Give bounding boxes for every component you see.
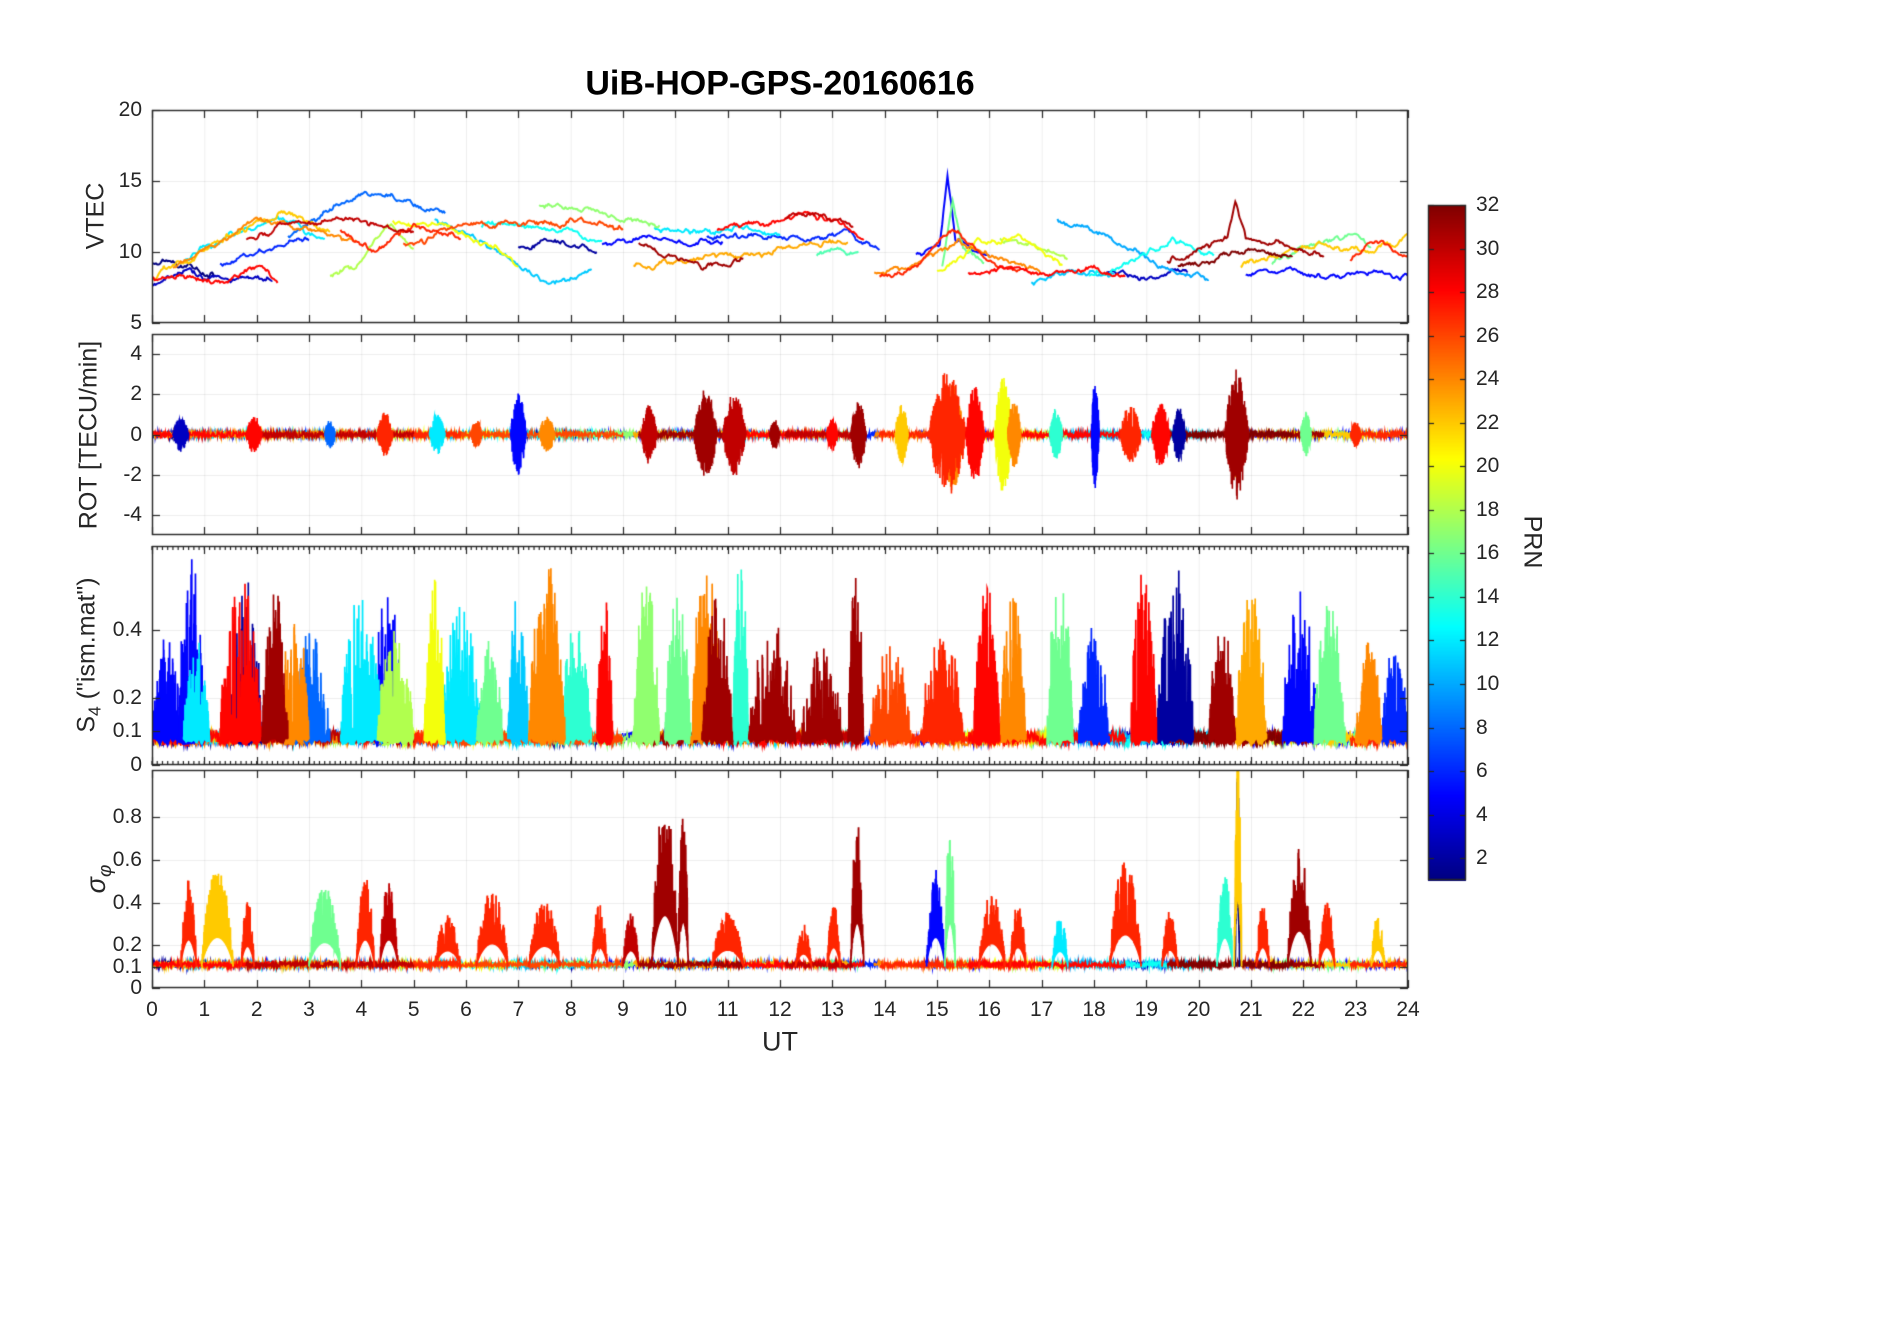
vtec-y-tick-label: 15 (118, 169, 142, 192)
x-tick-label: 10 (663, 998, 688, 1021)
s4-y-tick-label: 0.1 (112, 719, 142, 743)
sp-y-tick-label: 0.2 (112, 933, 142, 957)
vtec-y-tick-label: 10 (118, 240, 142, 263)
vtec-y-tick-label: 5 (130, 311, 142, 334)
x-tick-label: 11 (716, 998, 739, 1021)
x-tick-label: 19 (1134, 998, 1159, 1021)
x-tick-label: 2 (250, 998, 263, 1021)
colorbar-tick-label: 12 (1476, 628, 1500, 652)
x-axis-label: UT (762, 1026, 798, 1057)
x-tick-label: 23 (1343, 998, 1368, 1021)
x-tick-label: 14 (872, 998, 897, 1021)
rot-y-tick-label: 2 (130, 382, 142, 406)
s4-label-rest: ("ism.mat") (72, 577, 101, 707)
x-tick-label: 13 (820, 998, 845, 1021)
s4-y-tick-label: 0.2 (112, 685, 142, 709)
colorbar-tick-label: 20 (1476, 454, 1500, 478)
sigma-label-main: σ (80, 877, 111, 894)
s4-y-tick-label: 0 (130, 753, 142, 776)
colorbar-tick-label: 32 (1476, 193, 1500, 216)
sp-y-tick-label: 0.6 (112, 847, 142, 871)
colorbar-tick-label: 22 (1476, 410, 1500, 434)
colorbar-tick-label: 28 (1476, 280, 1500, 304)
colorbar-tick-label: 10 (1476, 672, 1500, 696)
x-tick-label: 9 (617, 998, 629, 1021)
x-tick-label: 4 (355, 998, 368, 1021)
colorbar-tick-label: 2 (1476, 846, 1488, 870)
s4-label-main: S (72, 715, 101, 733)
rot-y-tick-label: -4 (123, 502, 142, 526)
x-tick-label: 3 (303, 998, 315, 1021)
s4-y-axis-label: S4 ("ism.mat") (73, 577, 106, 732)
x-tick-label: 15 (925, 998, 949, 1021)
colorbar-tick-label: 16 (1476, 541, 1500, 565)
sp-y-tick-label: 0.8 (112, 805, 142, 829)
x-tick-label: 6 (460, 998, 472, 1021)
x-tick-label: 22 (1291, 998, 1316, 1021)
colorbar-tick-label: 30 (1476, 236, 1500, 260)
colorbar-tick-label: 8 (1476, 715, 1488, 739)
colorbar-tick-label: 18 (1476, 497, 1500, 521)
colorbar-label: PRN (1518, 515, 1547, 569)
x-tick-label: 1 (198, 998, 211, 1021)
x-tick-label: 5 (407, 998, 420, 1021)
colorbar-tick-label: 14 (1476, 584, 1500, 608)
x-tick-label: 17 (1029, 998, 1054, 1021)
x-tick-label: 0 (146, 998, 158, 1021)
colorbar-tick-label: 4 (1476, 802, 1488, 826)
x-tick-label: 18 (1082, 998, 1106, 1021)
rot-y-tick-label: -2 (123, 462, 142, 486)
sp-y-tick-label: 0.4 (112, 890, 142, 914)
x-tick-label: 20 (1186, 998, 1211, 1021)
x-tick-label: 12 (768, 998, 792, 1021)
colorbar-tick-label: 6 (1476, 759, 1488, 783)
sp-y-tick-label: 0 (130, 976, 142, 999)
vtec-y-tick-label: 20 (118, 98, 142, 121)
chart-title: UiB-HOP-GPS-20160616 (585, 64, 975, 103)
vtec-y-axis-label: VTEC (81, 182, 110, 250)
x-tick-label: 7 (512, 998, 525, 1021)
rot-y-axis-label: ROT [TECU/min] (74, 340, 103, 530)
sp-y-tick-label: 0.1 (112, 954, 142, 978)
colorbar-tick-label: 24 (1476, 367, 1500, 391)
s4-y-tick-label: 0.4 (112, 618, 142, 642)
x-tick-label: 8 (564, 998, 577, 1021)
colorbar-tick-label: 26 (1476, 323, 1500, 347)
x-tick-label: 24 (1396, 998, 1420, 1021)
rot-y-tick-label: 4 (130, 342, 142, 366)
s4-label-sub: 4 (84, 706, 105, 716)
x-tick-label: 21 (1239, 998, 1263, 1021)
sigma-phi-y-axis-label: σφ (81, 865, 117, 894)
x-tick-label: 16 (977, 998, 1002, 1021)
rot-y-tick-label: 0 (130, 422, 142, 446)
